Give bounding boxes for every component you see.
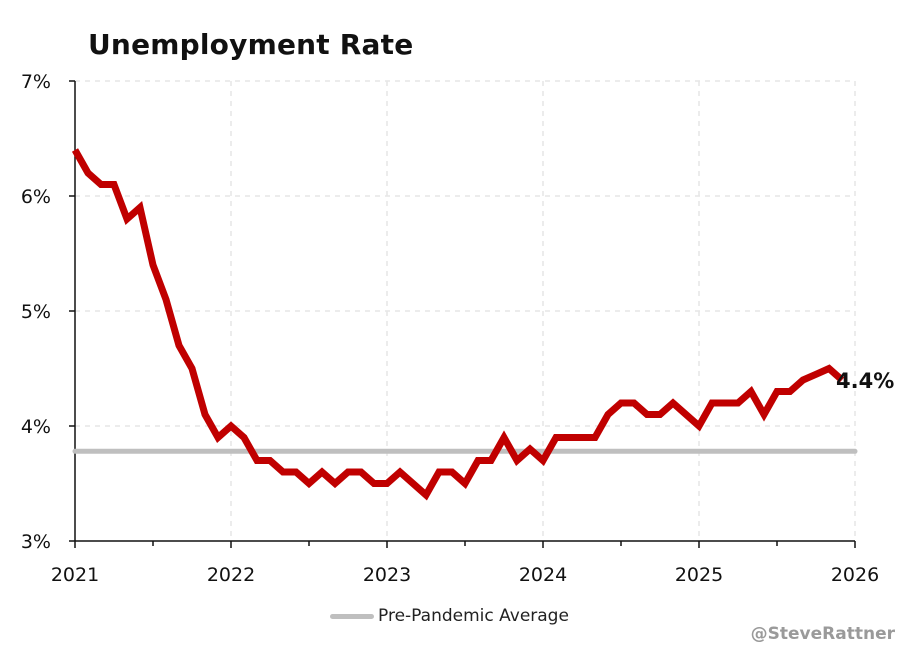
x-tick-label: 2022 bbox=[207, 564, 255, 586]
x-tick-label: 2023 bbox=[363, 564, 411, 586]
chart-title: Unemployment Rate bbox=[88, 28, 414, 61]
legend-label-pre-pandemic: Pre-Pandemic Average bbox=[378, 606, 569, 626]
credit-handle: @SteveRattner bbox=[750, 624, 895, 644]
y-tick-label: 5% bbox=[21, 301, 51, 323]
x-tick-label: 2021 bbox=[51, 564, 99, 586]
y-tick-label: 3% bbox=[21, 531, 51, 553]
end-value-label: 4.4% bbox=[836, 369, 894, 393]
legend: Pre-Pandemic Average bbox=[330, 606, 569, 626]
x-tick-label: 2025 bbox=[675, 564, 723, 586]
x-tick-label: 2026 bbox=[831, 564, 879, 586]
series-line-unemployment bbox=[71, 148, 845, 501]
x-tick-label: 2024 bbox=[519, 564, 567, 586]
legend-swatch-pre-pandemic bbox=[330, 613, 374, 619]
y-tick-label: 4% bbox=[21, 416, 51, 438]
y-tick-label: 7% bbox=[21, 71, 51, 93]
y-tick-label: 6% bbox=[21, 186, 51, 208]
